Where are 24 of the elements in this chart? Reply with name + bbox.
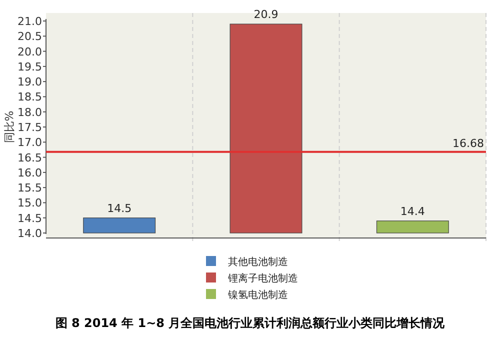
data-label: 20.9 bbox=[254, 8, 278, 22]
text: 图 8 2014 年 1~8 月全国电池行业累计利润总额行业小类同比增长情况 bbox=[55, 316, 446, 330]
y-tick-label: 20.0 bbox=[18, 45, 42, 58]
y-tick-label: 18.0 bbox=[18, 106, 42, 119]
y-tick-label: 20.5 bbox=[18, 30, 42, 44]
legend-label: 镍氢电池制造 bbox=[227, 289, 288, 301]
y-tick-label: 17.5 bbox=[18, 121, 42, 134]
data-label: 14.4 bbox=[400, 204, 425, 218]
y-tick-label: 17.0 bbox=[18, 136, 42, 150]
y-axis-title: 同比% bbox=[3, 110, 16, 144]
y-tick-label: 21.0 bbox=[18, 15, 42, 28]
y-tick-label: 19.0 bbox=[18, 76, 42, 89]
y-tick-label: 16.0 bbox=[18, 166, 42, 180]
y-tick-label: 16.5 bbox=[18, 151, 42, 164]
y-tick-label: 15.5 bbox=[18, 182, 42, 195]
y-tick-label: 14.5 bbox=[18, 212, 42, 225]
y-tick-label: 18.5 bbox=[18, 90, 42, 104]
legend-label: 其他电池制造 bbox=[228, 256, 288, 268]
legend-label: 锂离子电池制造 bbox=[227, 272, 298, 284]
y-tick-label: 19.5 bbox=[18, 60, 42, 74]
y-tick-label: 14.0 bbox=[18, 227, 42, 240]
ref-line-label: 16.68 bbox=[452, 136, 484, 150]
y-tick-label: 15.0 bbox=[18, 196, 42, 210]
data-label: 14.5 bbox=[107, 202, 132, 215]
